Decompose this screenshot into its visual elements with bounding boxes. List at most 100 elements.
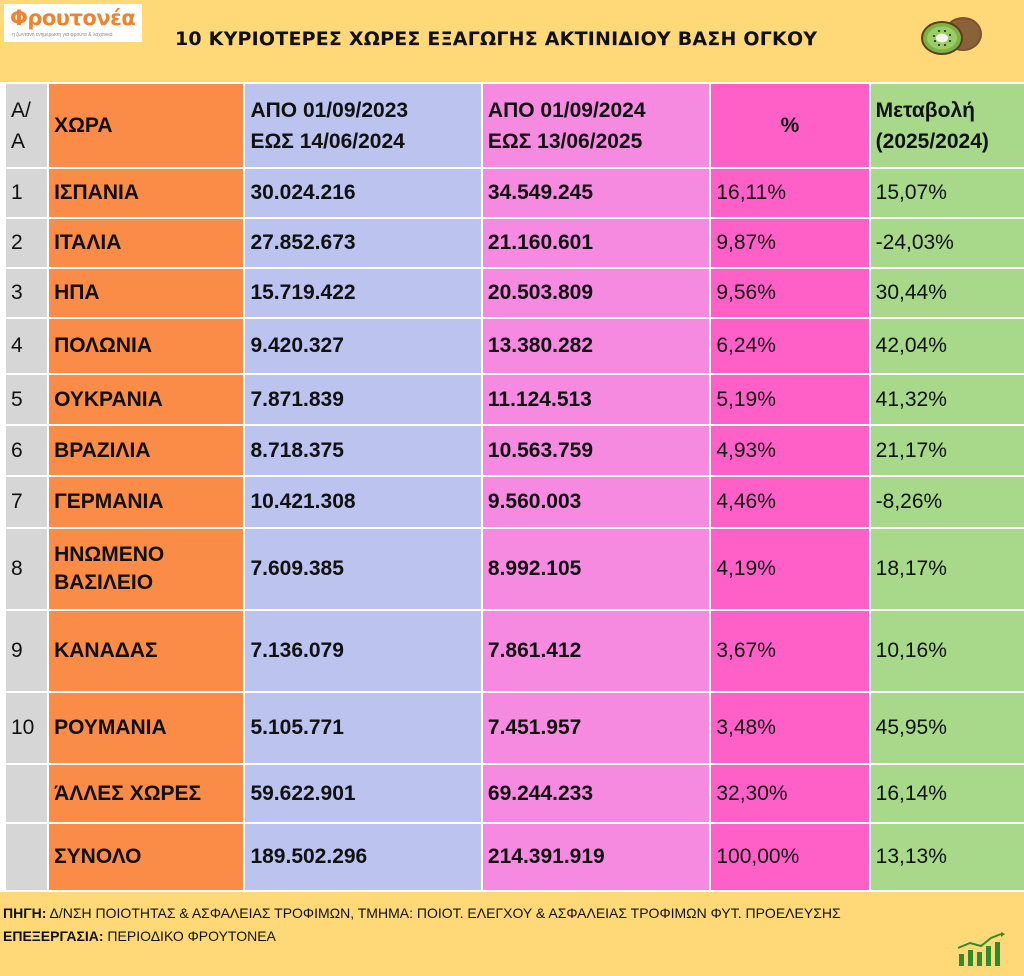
row-country: ΒΡΑΖΙΛΙΑ <box>49 426 244 475</box>
row-volume-2024: 59.622.901 <box>245 765 481 822</box>
row-volume-2025: 69.244.233 <box>482 765 710 822</box>
row-volume-2024: 5.105.771 <box>245 693 481 763</box>
row-number: 2 <box>6 219 48 267</box>
table-row: 9 ΚΑΝΑΔΑΣ 7.136.079 7.861.412 3,67% 10,1… <box>6 611 1024 691</box>
row-country: ΟΥΚΡΑΝΙΑ <box>49 375 244 424</box>
row-number: 8 <box>6 529 48 609</box>
row-number: 9 <box>6 611 48 691</box>
row-volume-2025: 8.992.105 <box>482 529 710 609</box>
header-row: Α/Α ΧΩΡΑ ΑΠΟ 01/09/2023 ΕΩΣ 14/06/2024 ΑΠ… <box>6 84 1024 167</box>
row-share: 5,19% <box>711 375 869 424</box>
row-volume-2025: 34.549.245 <box>482 169 710 217</box>
row-share: 9,87% <box>711 219 869 267</box>
row-volume-2025: 7.861.412 <box>482 611 710 691</box>
growth-chart-icon <box>957 932 1005 966</box>
col-header-change: Μεταβολή (2025/2024) <box>870 84 1024 167</box>
col-header-country: ΧΩΡΑ <box>49 84 244 167</box>
page-title: 10 ΚΥΡΙΟΤΕΡΕΣ ΧΩΡΕΣ ΕΞΑΓΩΓΗΣ ΑΚΤΙΝΙΔΙΟΥ … <box>175 28 818 50</box>
row-change: 42,04% <box>870 319 1024 373</box>
table-row: 6 ΒΡΑΖΙΛΙΑ 8.718.375 10.563.759 4,93% 21… <box>6 426 1024 475</box>
row-share: 32,30% <box>711 765 869 822</box>
row-share: 3,48% <box>711 693 869 763</box>
row-change: 10,16% <box>870 611 1024 691</box>
row-volume-2025: 9.560.003 <box>482 477 710 527</box>
header-bar: Φρουτονέα η ζωντανή ενημέρωση για φρούτα… <box>0 0 1024 82</box>
row-share: 3,67% <box>711 611 869 691</box>
row-volume-2025: 13.380.282 <box>482 319 710 373</box>
row-volume-2024: 7.136.079 <box>245 611 481 691</box>
row-share: 6,24% <box>711 319 869 373</box>
row-change: -24,03% <box>870 219 1024 267</box>
source-note: ΠΗΓΗ: Δ/ΝΣΗ ΠΟΙΟΤΗΤΑΣ & ΑΣΦΑΛΕΙΑΣ ΤΡΟΦΙΜ… <box>3 905 841 921</box>
row-change: 15,07% <box>870 169 1024 217</box>
logo-text: Φρουτονέα <box>10 6 136 30</box>
row-change: 21,17% <box>870 426 1024 475</box>
processing-note: ΕΠΕΞΕΡΓΑΣΙΑ: ΠΕΡΙΟΔΙΚΟ ΦΡΟΥΤΟΝΕΑ <box>3 928 276 944</box>
row-share: 16,11% <box>711 169 869 217</box>
col-header-period-2025: ΑΠΟ 01/09/2024 ΕΩΣ 13/06/2025 <box>482 84 710 167</box>
table-row: ΆΛΛΕΣ ΧΩΡΕΣ 59.622.901 69.244.233 32,30%… <box>6 765 1024 822</box>
row-number: 3 <box>6 269 48 317</box>
row-country: ΚΑΝΑΔΑΣ <box>49 611 244 691</box>
row-volume-2024: 10.421.308 <box>245 477 481 527</box>
row-volume-2025: 10.563.759 <box>482 426 710 475</box>
row-number: 10 <box>6 693 48 763</box>
row-country: ΡΟΥΜΑΝΙΑ <box>49 693 244 763</box>
row-number: 6 <box>6 426 48 475</box>
row-number <box>6 765 48 822</box>
row-volume-2024: 7.871.839 <box>245 375 481 424</box>
row-change: 13,13% <box>870 824 1024 890</box>
footer-bar: ΠΗΓΗ: Δ/ΝΣΗ ΠΟΙΟΤΗΤΑΣ & ΑΣΦΑΛΕΙΑΣ ΤΡΟΦΙΜ… <box>0 892 1024 976</box>
row-volume-2024: 30.024.216 <box>245 169 481 217</box>
row-volume-2025: 7.451.957 <box>482 693 710 763</box>
row-change: 16,14% <box>870 765 1024 822</box>
table-row: 8 ΗΝΩΜΕΝΟ ΒΑΣΙΛΕΙΟ 7.609.385 8.992.105 4,… <box>6 529 1024 609</box>
row-share: 100,00% <box>711 824 869 890</box>
row-number <box>6 824 48 890</box>
table-row: 1 ΙΣΠΑΝΙΑ 30.024.216 34.549.245 16,11% 1… <box>6 169 1024 217</box>
row-country: ΗΝΩΜΕΝΟ ΒΑΣΙΛΕΙΟ <box>49 529 244 609</box>
row-share: 9,56% <box>711 269 869 317</box>
logo-tagline: η ζωντανή ενημέρωση για φρούτα & λαχανικ… <box>12 32 113 38</box>
row-change: 45,95% <box>870 693 1024 763</box>
row-country: ΙΣΠΑΝΙΑ <box>49 169 244 217</box>
row-country: ΣΥΝΟΛΟ <box>49 824 244 890</box>
table-row: 4 ΠΟΛΩΝΙΑ 9.420.327 13.380.282 6,24% 42,… <box>6 319 1024 373</box>
row-number: 4 <box>6 319 48 373</box>
table-row: 10 ΡΟΥΜΑΝΙΑ 5.105.771 7.451.957 3,48% 45… <box>6 693 1024 763</box>
row-volume-2024: 9.420.327 <box>245 319 481 373</box>
table-row: 7 ΓΕΡΜΑΝΙΑ 10.421.308 9.560.003 4,46% -8… <box>6 477 1024 527</box>
row-change: 30,44% <box>870 269 1024 317</box>
col-header-percent: % <box>711 84 869 167</box>
row-volume-2024: 8.718.375 <box>245 426 481 475</box>
row-change: 18,17% <box>870 529 1024 609</box>
row-volume-2025: 214.391.919 <box>482 824 710 890</box>
row-country: ΆΛΛΕΣ ΧΩΡΕΣ <box>49 765 244 822</box>
row-volume-2025: 21.160.601 <box>482 219 710 267</box>
row-number: 1 <box>6 169 48 217</box>
kiwi-icon <box>921 17 982 55</box>
row-share: 4,19% <box>711 529 869 609</box>
row-share: 4,46% <box>711 477 869 527</box>
row-volume-2025: 20.503.809 <box>482 269 710 317</box>
row-country: ΙΤΑΛΙΑ <box>49 219 244 267</box>
row-country: ΗΠΑ <box>49 269 244 317</box>
row-number: 7 <box>6 477 48 527</box>
col-header-period-2024: ΑΠΟ 01/09/2023 ΕΩΣ 14/06/2024 <box>245 84 481 167</box>
row-volume-2024: 189.502.296 <box>245 824 481 890</box>
row-country: ΓΕΡΜΑΝΙΑ <box>49 477 244 527</box>
row-change: -8,26% <box>870 477 1024 527</box>
table-row: 2 ΙΤΑΛΙΑ 27.852.673 21.160.601 9,87% -24… <box>6 219 1024 267</box>
row-country: ΠΟΛΩΝΙΑ <box>49 319 244 373</box>
export-table: Α/Α ΧΩΡΑ ΑΠΟ 01/09/2023 ΕΩΣ 14/06/2024 ΑΠ… <box>4 82 1024 892</box>
row-number: 5 <box>6 375 48 424</box>
table-row: 5 ΟΥΚΡΑΝΙΑ 7.871.839 11.124.513 5,19% 41… <box>6 375 1024 424</box>
logo: Φρουτονέα η ζωντανή ενημέρωση για φρούτα… <box>4 4 142 42</box>
row-change: 41,32% <box>870 375 1024 424</box>
table-row: 3 ΗΠΑ 15.719.422 20.503.809 9,56% 30,44% <box>6 269 1024 317</box>
row-volume-2025: 11.124.513 <box>482 375 710 424</box>
col-header-aa: Α/Α <box>6 84 48 167</box>
row-volume-2024: 7.609.385 <box>245 529 481 609</box>
row-volume-2024: 27.852.673 <box>245 219 481 267</box>
row-share: 4,93% <box>711 426 869 475</box>
